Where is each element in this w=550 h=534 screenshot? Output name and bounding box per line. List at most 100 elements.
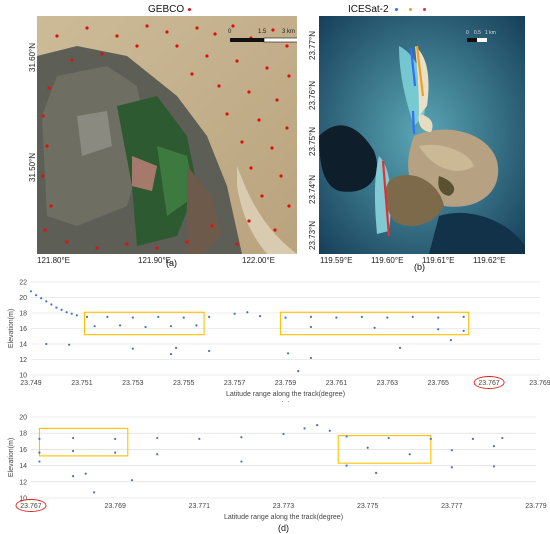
chart-c-xtick-label: 23.755: [173, 380, 195, 387]
chart-c-data-point: [169, 325, 173, 328]
map-a-scale-label-2: 3 km: [282, 29, 296, 35]
chart-c-xtick-label: 23.763: [377, 380, 399, 387]
chart-c-data-point: [182, 316, 185, 319]
chart-c-xtick-label: 23.749: [20, 380, 42, 387]
chart-c-xtick-label: 23.765: [427, 380, 449, 387]
map-b-scale-label-2: 1 km: [485, 30, 496, 36]
chart-d-data-point: [450, 466, 453, 469]
map-b-ytick-2: 23.75°N: [308, 127, 317, 156]
map-b-scale-bar: [467, 38, 487, 42]
map-a-scale-label-0: 0: [228, 29, 232, 35]
chart-d-xtick-label: 23.779: [525, 503, 547, 510]
chart-c-ytick-label: 22: [19, 280, 27, 287]
chart-c-xtick-label: 23.753: [122, 380, 144, 387]
chart-c-data-point: [131, 347, 134, 350]
chart-d-data-point: [374, 471, 378, 474]
chart-d-ytick-label: 18: [19, 431, 27, 438]
chart-c-data-point: [462, 315, 465, 318]
chart-d-ylabel: Elevation(m): [8, 438, 15, 477]
chart-c-data-point: [157, 315, 160, 318]
chart-c-xtick-label: 23.757: [224, 380, 246, 387]
map-a-scale-label-1: 1.5: [258, 29, 267, 35]
chart-d-data-point: [450, 449, 453, 452]
chart-c-data-point: [75, 314, 78, 317]
chart-d-xtick-label: 23.767: [20, 503, 42, 510]
map-a-xtick-1: 121.90°E: [138, 256, 172, 265]
chart-c-data-point: [60, 308, 63, 311]
chart-d-data-point: [471, 437, 474, 440]
chart-d-ytick-label: 14: [19, 463, 27, 470]
chart-d-data-point: [130, 479, 134, 482]
map-b-image: [319, 16, 525, 254]
chart-c-data-point: [335, 316, 338, 319]
chart-c-data-point: [284, 316, 287, 319]
chart-c-data-point: [360, 315, 363, 318]
chart-d-ytick-label: 12: [19, 479, 27, 486]
chart-c-data-point: [437, 328, 440, 331]
chart-d-data-point: [492, 445, 496, 448]
chart-d-data-point: [492, 465, 496, 468]
map-a-gebco-points: [41, 24, 291, 250]
chart-d-panel-label: (d): [278, 523, 289, 533]
chart-d-data-point: [328, 429, 331, 432]
chart-c-data-point: [208, 349, 211, 353]
map-b-panel-label: (b): [414, 262, 425, 272]
map-a-legend-label: GEBCO: [148, 4, 185, 15]
map-b-legend-dot-1: [395, 7, 399, 11]
chart-c-data-point: [118, 324, 122, 327]
map-a-ytick-1: 31.50°N: [28, 153, 37, 182]
chart-c-data-point: [131, 316, 134, 319]
chart-c-ytick-label: 10: [19, 373, 27, 380]
chart-c-data-point: [411, 315, 414, 318]
chart-c-data-point: [85, 315, 89, 318]
chart-c-data-point: [208, 315, 211, 318]
chart-d-data-point: [114, 437, 117, 440]
chart-c-ylabel: Elevation(m): [8, 309, 15, 348]
chart-c-panel-label: (c): [280, 400, 291, 402]
chart-c-xtick-label: 23.751: [71, 380, 93, 387]
chart-c-data-point: [195, 324, 198, 327]
chart-c-data-point: [174, 346, 178, 349]
chart-d-data-point: [71, 436, 75, 440]
chart-d-data-point: [38, 460, 41, 463]
map-b-xtick-1: 119.60°E: [371, 256, 404, 265]
chart-d-xtick-label: 23.777: [441, 503, 463, 510]
map-a-xtick-0: 121.80°E: [37, 256, 71, 265]
chart-d-data-point: [93, 491, 96, 494]
chart-c-data-point: [297, 370, 300, 373]
map-b-ytick-1: 23.76°N: [308, 81, 317, 110]
chart-c-data-point: [68, 343, 71, 346]
chart-d-data-point: [240, 460, 243, 463]
chart-d-data-point: [387, 436, 390, 440]
chart-d-data-point: [71, 449, 75, 453]
chart-d-data-point: [240, 436, 243, 439]
chart-c-data-point: [309, 325, 313, 329]
chart-d-xtick-label: 23.773: [273, 503, 295, 510]
chart-c-ytick-label: 18: [19, 311, 27, 318]
chart-d-highlight-box: [337, 435, 432, 464]
chart-c-data-point: [437, 316, 440, 319]
map-a-legend: GEBCO: [148, 4, 191, 15]
chart-d-data-point: [345, 435, 348, 438]
chart-c-highlight-box: [279, 311, 470, 336]
map-b-xtick-0: 119.59°E: [320, 256, 353, 265]
chart-c-data-point: [169, 352, 173, 356]
chart-c-data-point: [93, 325, 96, 328]
chart-c-data-point: [233, 312, 236, 315]
chart-d-data-point: [38, 451, 41, 454]
chart-c-highlight-box: [83, 311, 205, 336]
chart-d-data-point: [84, 472, 87, 475]
chart-d-xtick-label: 23.769: [104, 503, 126, 510]
chart-d-data-point: [38, 437, 41, 440]
chart-d-xtick-label: 23.771: [189, 503, 211, 510]
chart-d-data-point: [429, 437, 432, 440]
chart-c-xtick-label: 23.759: [275, 380, 297, 387]
chart-c-data-point: [246, 311, 249, 314]
chart-d-data-point: [114, 451, 117, 454]
map-b-xtick-2: 119.61°E: [422, 256, 455, 265]
chart-d-data-point: [156, 436, 159, 440]
chart-d-ytick-label: 16: [19, 447, 27, 454]
chart-c-data-point: [70, 312, 73, 315]
chart-d-xlabel: Latitude range along the track(degree): [224, 514, 343, 521]
map-b-scale-label-1: 0.5: [474, 30, 481, 36]
